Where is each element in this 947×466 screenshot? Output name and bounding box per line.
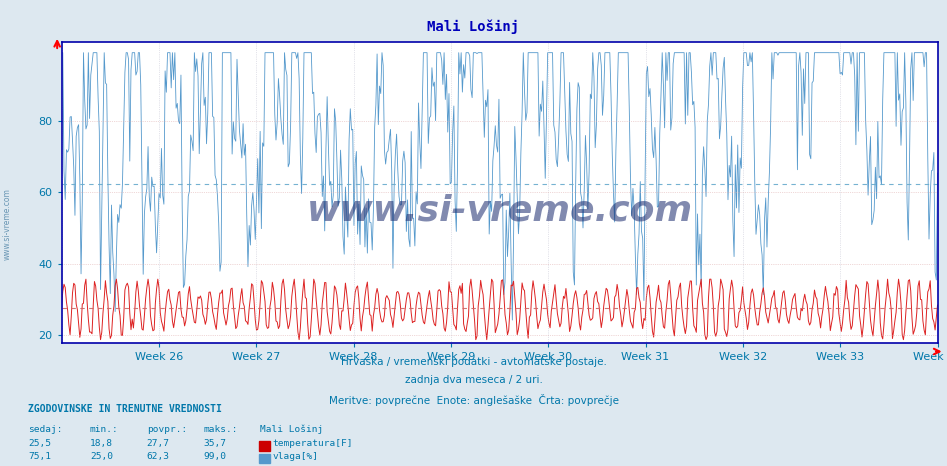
Text: 75,1: 75,1 xyxy=(28,452,51,461)
Text: Meritve: povprečne  Enote: anglešaške  Črta: povprečje: Meritve: povprečne Enote: anglešaške Črt… xyxy=(329,394,618,406)
Text: 27,7: 27,7 xyxy=(147,439,170,448)
Text: Mali Lošinj: Mali Lošinj xyxy=(427,20,520,34)
Text: maks.:: maks.: xyxy=(204,425,238,434)
Text: www.si-vreme.com: www.si-vreme.com xyxy=(3,188,12,260)
Text: 99,0: 99,0 xyxy=(204,452,226,461)
Text: 62,3: 62,3 xyxy=(147,452,170,461)
Text: temperatura[F]: temperatura[F] xyxy=(273,439,353,448)
Text: vlaga[%]: vlaga[%] xyxy=(273,452,319,461)
Text: 25,0: 25,0 xyxy=(90,452,113,461)
Text: sedaj:: sedaj: xyxy=(28,425,63,434)
Text: ZGODOVINSKE IN TRENUTNE VREDNOSTI: ZGODOVINSKE IN TRENUTNE VREDNOSTI xyxy=(28,404,223,414)
Text: www.si-vreme.com: www.si-vreme.com xyxy=(307,193,692,227)
Text: povpr.:: povpr.: xyxy=(147,425,188,434)
Text: min.:: min.: xyxy=(90,425,118,434)
Text: 35,7: 35,7 xyxy=(204,439,226,448)
Text: 18,8: 18,8 xyxy=(90,439,113,448)
Text: zadnja dva meseca / 2 uri.: zadnja dva meseca / 2 uri. xyxy=(404,375,543,385)
Text: Hrvaška / vremenski podatki - avtomatske postaje.: Hrvaška / vremenski podatki - avtomatske… xyxy=(341,356,606,367)
Text: Mali Lošinj: Mali Lošinj xyxy=(260,425,324,434)
Text: 25,5: 25,5 xyxy=(28,439,51,448)
